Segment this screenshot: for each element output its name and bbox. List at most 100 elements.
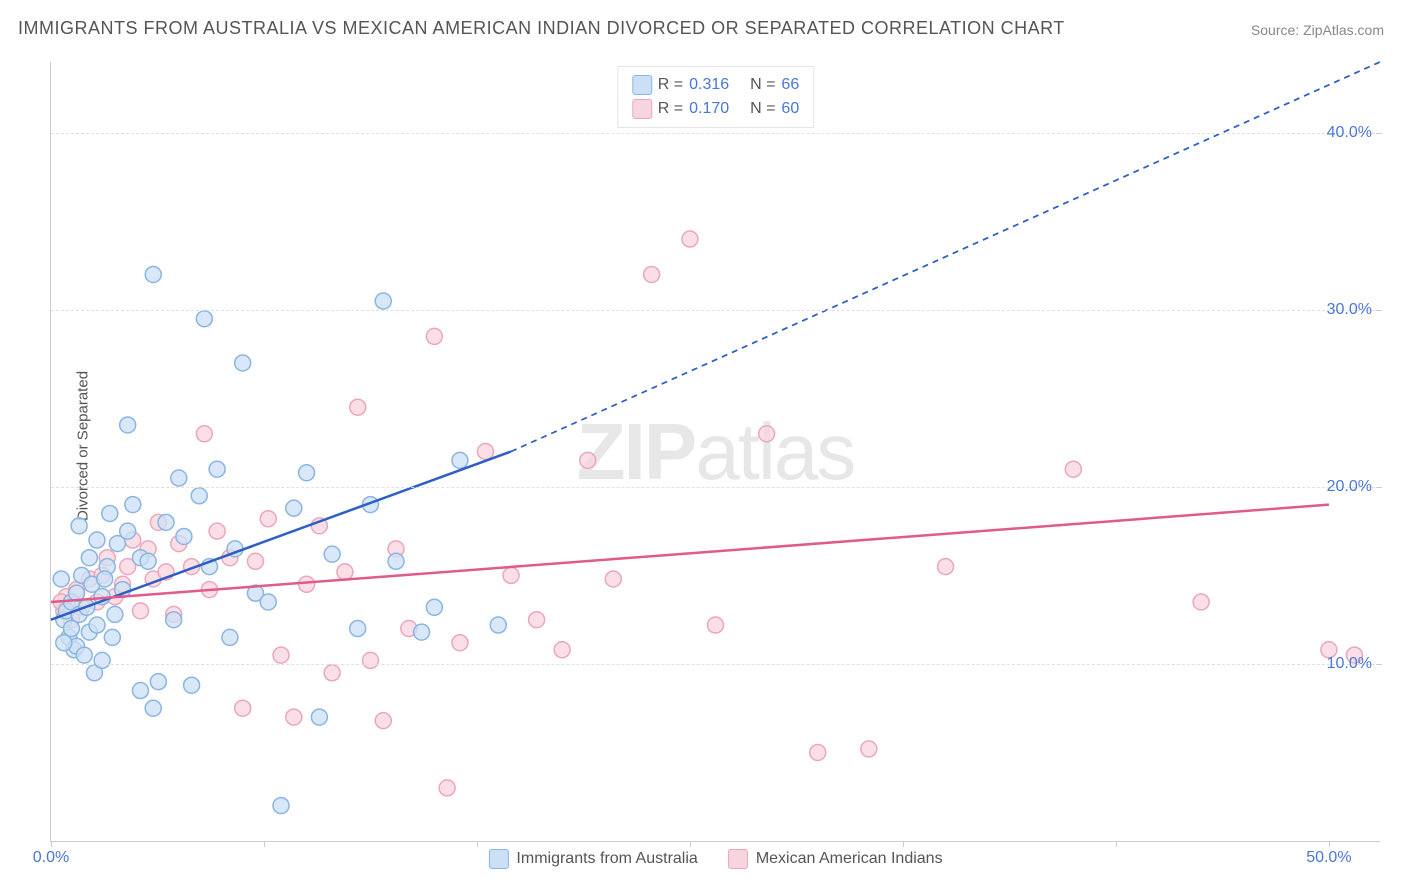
- scatter-point: [273, 647, 289, 663]
- y-tick-label: 10.0%: [1327, 655, 1372, 673]
- swatch-series-b: [632, 99, 652, 119]
- scatter-point: [1065, 461, 1081, 477]
- scatter-point: [209, 461, 225, 477]
- scatter-point: [94, 652, 110, 668]
- n-label-a: N =: [750, 76, 775, 94]
- grid-line-h: [51, 310, 1380, 311]
- scatter-point: [452, 635, 468, 651]
- x-tick-mark: [51, 841, 52, 847]
- scatter-point: [311, 709, 327, 725]
- scatter-point: [490, 617, 506, 633]
- legend-item-a: Immigrants from Australia: [488, 849, 697, 869]
- scatter-point: [503, 567, 519, 583]
- scatter-point: [529, 612, 545, 628]
- scatter-point: [324, 665, 340, 681]
- scatter-point: [104, 629, 120, 645]
- scatter-point: [97, 571, 113, 587]
- scatter-point: [158, 514, 174, 530]
- scatter-point: [350, 621, 366, 637]
- x-tick-mark: [903, 841, 904, 847]
- scatter-point: [299, 465, 315, 481]
- scatter-point: [63, 621, 79, 637]
- scatter-point: [439, 780, 455, 796]
- n-value-a: 66: [781, 76, 799, 94]
- scatter-point: [477, 444, 493, 460]
- scatter-point: [76, 647, 92, 663]
- x-tick-mark: [264, 841, 265, 847]
- r-label-b: R =: [658, 100, 683, 118]
- grid-line-h: [51, 133, 1380, 134]
- scatter-point: [260, 511, 276, 527]
- scatter-point: [145, 700, 161, 716]
- scatter-point: [605, 571, 621, 587]
- scatter-point: [132, 603, 148, 619]
- scatter-point: [71, 518, 87, 534]
- scatter-point: [196, 311, 212, 327]
- stats-legend: R = 0.316 N = 66 R = 0.170 N = 60: [617, 66, 814, 128]
- scatter-point: [299, 576, 315, 592]
- scatter-point: [89, 532, 105, 548]
- scatter-point: [414, 624, 430, 640]
- scatter-point: [337, 564, 353, 580]
- x-tick-mark: [690, 841, 691, 847]
- series-legend: Immigrants from Australia Mexican Americ…: [488, 849, 942, 869]
- scatter-point: [107, 606, 123, 622]
- scatter-point: [235, 355, 251, 371]
- scatter-point: [209, 523, 225, 539]
- trend-line: [51, 505, 1329, 602]
- chart-canvas: [51, 62, 1380, 841]
- scatter-point: [166, 612, 182, 628]
- stats-row-series-b: R = 0.170 N = 60: [632, 97, 799, 121]
- grid-line-h: [51, 487, 1380, 488]
- scatter-point: [56, 635, 72, 651]
- legend-label-a: Immigrants from Australia: [516, 850, 697, 868]
- scatter-point: [286, 500, 302, 516]
- y-tick-mark: [1376, 487, 1382, 488]
- scatter-point: [273, 798, 289, 814]
- scatter-point: [375, 713, 391, 729]
- scatter-point: [682, 231, 698, 247]
- legend-swatch-b: [728, 849, 748, 869]
- y-tick-mark: [1376, 310, 1382, 311]
- scatter-point: [125, 497, 141, 513]
- scatter-point: [247, 553, 263, 569]
- scatter-point: [222, 629, 238, 645]
- n-label-b: N =: [750, 100, 775, 118]
- scatter-point: [554, 642, 570, 658]
- r-label-a: R =: [658, 76, 683, 94]
- scatter-point: [861, 741, 877, 757]
- scatter-point: [120, 523, 136, 539]
- scatter-point: [120, 417, 136, 433]
- scatter-point: [145, 266, 161, 282]
- n-value-b: 60: [781, 100, 799, 118]
- scatter-point: [89, 617, 105, 633]
- scatter-point: [375, 293, 391, 309]
- scatter-point: [426, 599, 442, 615]
- legend-item-b: Mexican American Indians: [728, 849, 943, 869]
- scatter-point: [350, 399, 366, 415]
- r-value-a: 0.316: [689, 76, 729, 94]
- scatter-point: [176, 528, 192, 544]
- scatter-point: [171, 470, 187, 486]
- x-tick-label: 50.0%: [1306, 849, 1351, 867]
- r-value-b: 0.170: [689, 100, 729, 118]
- y-tick-mark: [1376, 133, 1382, 134]
- scatter-point: [81, 550, 97, 566]
- scatter-point: [1193, 594, 1209, 610]
- y-tick-label: 20.0%: [1327, 478, 1372, 496]
- scatter-point: [140, 553, 156, 569]
- scatter-point: [196, 426, 212, 442]
- scatter-point: [426, 328, 442, 344]
- y-tick-label: 40.0%: [1327, 124, 1372, 142]
- scatter-point: [191, 488, 207, 504]
- plot-area: ZIPatlas R = 0.316 N = 66 R = 0.170 N = …: [50, 62, 1380, 842]
- scatter-point: [150, 674, 166, 690]
- scatter-point: [184, 677, 200, 693]
- swatch-series-a: [632, 75, 652, 95]
- scatter-point: [102, 505, 118, 521]
- scatter-point: [362, 652, 378, 668]
- scatter-point: [580, 452, 596, 468]
- scatter-point: [810, 744, 826, 760]
- scatter-point: [452, 452, 468, 468]
- scatter-point: [644, 266, 660, 282]
